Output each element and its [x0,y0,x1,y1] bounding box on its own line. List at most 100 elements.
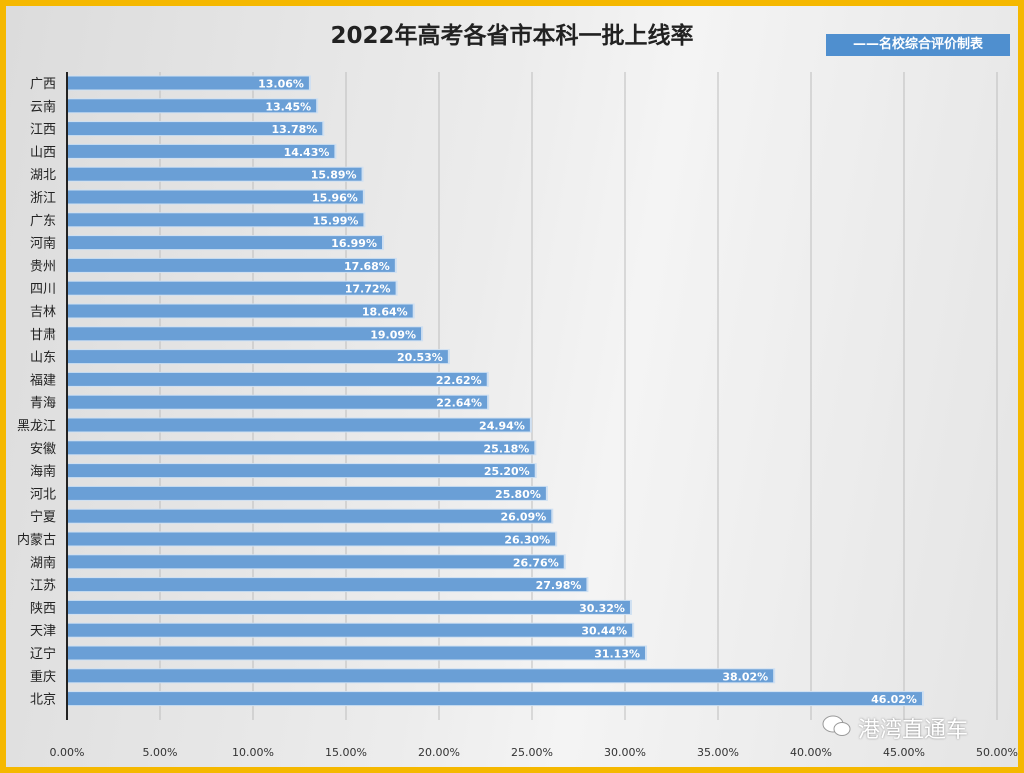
x-tick-label: 20.00% [418,746,460,759]
x-tick-label: 10.00% [232,746,274,759]
bar [68,144,335,158]
chart-title: 2022年高考各省市本科一批上线率 [330,23,694,49]
category-label: 天津 [30,624,56,639]
category-label: 河北 [30,487,56,502]
category-label: 贵州 [30,259,56,274]
category-label: 黑龙江 [17,419,56,434]
data-label: 22.64% [436,397,482,410]
data-label: 19.09% [370,328,416,341]
x-tick-label: 40.00% [790,746,832,759]
data-label: 30.44% [581,625,627,638]
category-label: 重庆 [30,669,56,685]
bar [68,646,646,660]
category-label: 广西 [30,77,56,92]
watermark: 港湾直通车 [858,718,969,743]
data-label: 26.30% [504,534,550,547]
category-label: 云南 [30,99,56,115]
data-label: 13.45% [265,100,311,113]
bar [68,281,396,295]
data-label: 15.89% [311,169,357,182]
bar [68,304,413,318]
category-label: 福建 [30,373,56,388]
x-tick-label: 0.00% [50,746,85,759]
bar [68,167,362,181]
x-tick-label: 30.00% [604,746,646,759]
x-tick-label: 15.00% [325,746,367,759]
bar [68,258,395,272]
category-label: 安徽 [30,442,56,457]
data-label: 38.02% [722,670,768,683]
data-label: 17.72% [345,283,391,296]
legend: ——名校综合评价制表 [826,34,1010,56]
data-label: 13.78% [271,123,317,136]
bar [68,350,448,364]
category-label: 北京 [30,693,56,708]
bar [68,395,488,409]
category-label: 广东 [30,214,56,229]
data-label: 27.98% [536,579,582,592]
data-label: 14.43% [284,146,330,159]
bar [68,99,317,113]
data-label: 17.68% [344,260,390,273]
category-label: 宁夏 [30,509,56,525]
bar [68,190,363,204]
data-label: 24.94% [479,420,525,433]
bar [68,669,774,683]
bar [68,623,633,637]
bar [68,122,323,136]
x-tick-label: 25.00% [511,746,553,759]
wechat-icon [822,715,851,736]
bar [68,418,530,432]
bar [68,532,556,546]
data-label: 30.32% [579,602,625,615]
category-label: 辽宁 [30,646,56,662]
bar [68,327,422,341]
bar [68,464,535,478]
category-label: 河南 [30,236,56,252]
bar [68,76,309,90]
bar [68,236,383,250]
bar [68,509,552,523]
bar [68,600,630,614]
data-label: 46.02% [871,693,917,706]
data-label: 16.99% [331,237,377,250]
category-label: 甘肃 [30,328,56,343]
data-label: 26.76% [513,556,559,569]
data-label: 20.53% [397,351,443,364]
category-label: 浙江 [30,191,56,206]
bar [68,441,535,455]
data-label: 13.06% [258,78,304,91]
category-label: 湖北 [30,168,56,183]
x-tick-label: 45.00% [883,746,925,759]
data-label: 31.13% [594,648,640,661]
category-label: 吉林 [30,305,56,320]
category-label: 四川 [30,282,56,297]
category-label: 海南 [30,464,56,480]
bar [68,213,364,227]
category-label: 湖南 [30,555,56,571]
bar [68,692,922,706]
data-label: 15.99% [313,214,359,227]
category-label: 江西 [30,123,56,138]
x-tick-label: 5.00% [143,746,178,759]
x-tick-label: 50.00% [976,746,1018,759]
category-label: 山东 [30,351,56,366]
data-label: 25.20% [484,465,530,478]
bar [68,486,546,500]
data-label: 25.80% [495,488,541,501]
data-label: 18.64% [362,306,408,319]
bar [68,555,564,569]
data-label: 26.09% [500,511,546,524]
bar [68,372,487,386]
category-label: 山西 [30,145,56,160]
x-tick-label: 35.00% [697,746,739,759]
data-label: 25.18% [484,442,530,455]
data-label: 15.96% [312,192,358,205]
category-label: 陕西 [30,601,56,616]
bar [68,578,587,592]
category-label: 江苏 [30,578,56,594]
data-label: 22.62% [436,374,482,387]
category-label: 内蒙古 [17,532,56,548]
category-label: 青海 [30,396,56,411]
